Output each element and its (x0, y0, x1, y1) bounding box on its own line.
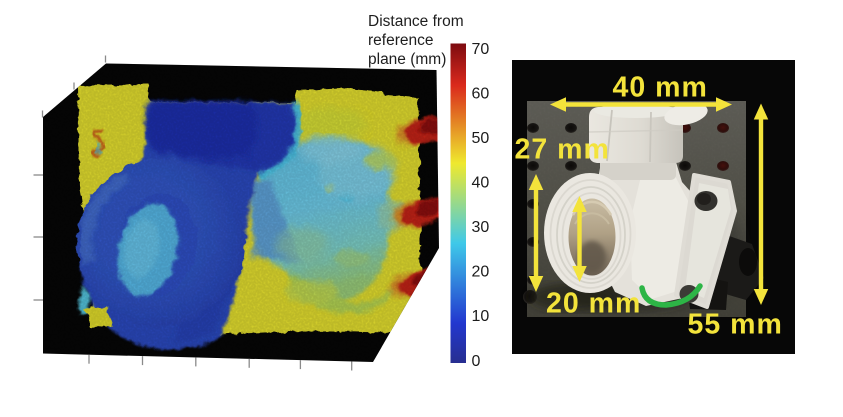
svg-text:plane (mm): plane (mm) (368, 51, 446, 68)
svg-text:40 mm: 40 mm (613, 72, 708, 104)
svg-text:70: 70 (472, 41, 490, 58)
svg-text:reference: reference (368, 32, 433, 49)
svg-text:50: 50 (472, 130, 490, 147)
svg-text:60: 60 (472, 85, 490, 102)
svg-text:20 mm: 20 mm (546, 288, 641, 320)
svg-text:20: 20 (472, 264, 490, 281)
svg-text:Distance from: Distance from (368, 13, 464, 30)
svg-text:40: 40 (472, 175, 490, 192)
svg-text:0: 0 (472, 353, 481, 370)
svg-text:27 mm: 27 mm (515, 134, 610, 166)
svg-text:30: 30 (472, 219, 490, 236)
svg-text:10: 10 (472, 308, 490, 325)
svg-text:55 mm: 55 mm (688, 309, 783, 341)
